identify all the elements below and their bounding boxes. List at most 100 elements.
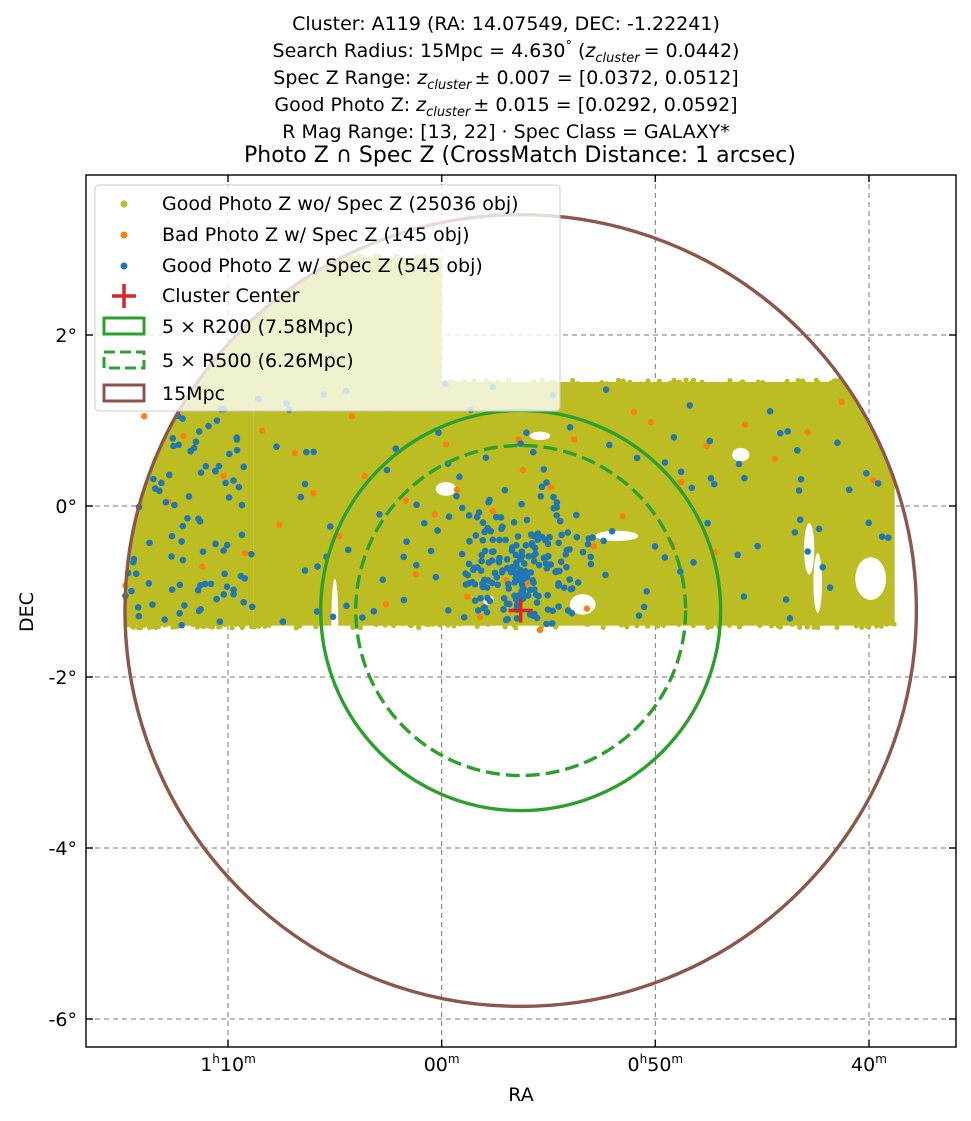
good-spec-point [563, 547, 570, 554]
good-spec-point [343, 602, 350, 610]
good-spec-point [555, 539, 562, 547]
good-spec-point [535, 561, 543, 569]
good-photo-point [141, 622, 148, 628]
good-spec-point [560, 584, 568, 591]
good-spec-point [465, 560, 473, 568]
good-photo-point [832, 378, 838, 384]
bad-photo-point [838, 398, 845, 405]
good-spec-point [552, 568, 559, 576]
good-spec-point [179, 556, 187, 564]
good-spec-point [238, 501, 246, 509]
good-photo-point [671, 377, 677, 383]
good-spec-point [553, 499, 561, 506]
good-spec-point [553, 503, 561, 511]
good-spec-point [640, 603, 648, 611]
bad-photo-point [547, 483, 555, 491]
good-spec-point [602, 386, 610, 393]
y-tick-label-0: 2° [55, 325, 77, 347]
legend-entry-r200: 5 × R200 (7.58Mpc) [102, 316, 354, 338]
good-spec-point [688, 484, 696, 492]
good-spec-point [498, 568, 506, 576]
good-spec-point [240, 598, 248, 606]
good-spec-point [544, 540, 552, 548]
bad-photo-point [220, 472, 227, 480]
good-spec-point [795, 487, 803, 494]
good-spec-point [207, 580, 215, 588]
good-spec-point [226, 450, 233, 458]
good-spec-point [456, 473, 463, 481]
bad-photo-point [382, 601, 390, 608]
good-spec-point [548, 620, 556, 627]
good-spec-point [161, 616, 168, 623]
good-photo-point [445, 622, 451, 628]
good-spec-point [510, 518, 518, 526]
bad-photo-point [180, 432, 187, 440]
good-spec-point [179, 522, 187, 530]
good-spec-point [544, 591, 551, 599]
good-photo-point [674, 381, 680, 387]
good-spec-point [168, 553, 175, 560]
good-photo-point [229, 625, 235, 631]
good-spec-point [539, 533, 546, 541]
bad-photo-point [476, 613, 484, 621]
good-spec-point [130, 558, 137, 566]
good-spec-point [515, 592, 522, 599]
axis-ticks: 1h10m 00m 0h50m 40m 2° 0° -2° -4° -6° [49, 175, 956, 1076]
y-tick-label-1: 0° [55, 496, 77, 518]
legend-box [94, 184, 561, 412]
good-photo-point [390, 622, 397, 629]
good-spec-point [793, 447, 801, 454]
good-photo-point [239, 623, 245, 630]
good-spec-point [370, 607, 378, 615]
good-photo-point [129, 621, 135, 627]
good-spec-point [587, 553, 595, 561]
good-photo-point [474, 623, 480, 629]
header-rmag-line: R Mag Range: [13, 22] · Spec Class = GAL… [282, 121, 730, 143]
good-spec-point [518, 500, 525, 508]
legend-entry-good-photo-no-spec: Good Photo Z wo/ Spec Z (25036 obj) [120, 193, 519, 215]
good-spec-point [661, 554, 669, 561]
good-spec-point [494, 581, 502, 589]
good-photo-point [645, 378, 651, 384]
good-photo-point [603, 381, 610, 387]
good-photo-point [400, 621, 406, 627]
good-photo-point [853, 623, 859, 629]
good-spec-point [196, 517, 204, 525]
good-photo-point [864, 623, 870, 629]
good-spec-point [230, 586, 237, 594]
good-spec-point [505, 600, 513, 608]
good-spec-point [445, 607, 452, 614]
bad-photo-point [804, 429, 811, 436]
good-spec-point [865, 519, 873, 527]
good-spec-point [500, 606, 507, 613]
good-spec-point [546, 533, 553, 541]
footprint-gap-0 [331, 578, 339, 665]
good-spec-point [162, 498, 170, 506]
legend-marker-good-spec [120, 262, 128, 270]
good-photo-point [569, 377, 576, 384]
good-spec-point [579, 548, 587, 556]
good-photo-point [350, 624, 356, 631]
good-spec-point [158, 479, 165, 487]
good-spec-point [704, 519, 711, 527]
legend-patch-15mpc [102, 383, 146, 403]
good-spec-point [568, 609, 576, 617]
good-spec-point [303, 448, 310, 456]
good-spec-point [420, 519, 428, 527]
good-spec-point [834, 439, 841, 447]
good-spec-point [488, 579, 496, 587]
good-photo-point [430, 621, 436, 627]
good-spec-point [403, 538, 410, 545]
good-spec-point [555, 582, 562, 589]
good-spec-point [134, 604, 142, 611]
good-spec-point [359, 614, 366, 621]
good-spec-point [279, 618, 287, 626]
good-photo-point [215, 624, 222, 630]
good-photo-point [373, 621, 379, 627]
good-spec-point [544, 553, 551, 560]
good-photo-point [874, 623, 880, 629]
good-photo-point [705, 624, 711, 631]
good-photo-point [784, 378, 790, 384]
good-spec-point [383, 466, 391, 474]
good-spec-point [557, 558, 565, 565]
